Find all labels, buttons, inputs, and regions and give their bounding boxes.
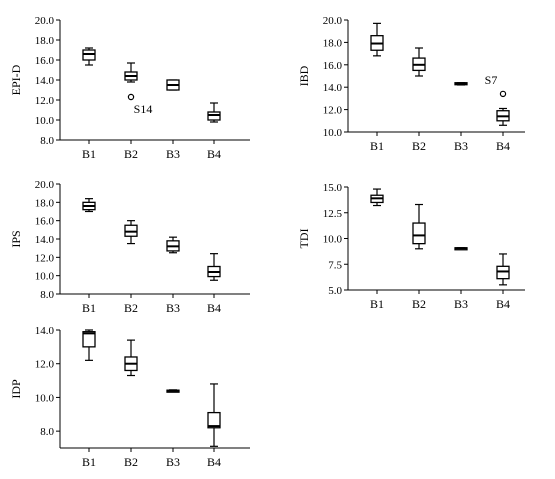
box-B2 [412, 203, 426, 250]
iqr-box [496, 265, 510, 280]
x-tick-label: B3 [166, 301, 180, 315]
y-tick-label: 7.5 [328, 259, 342, 271]
x-tick-label: B4 [496, 297, 510, 311]
x-tick-label: B2 [412, 139, 426, 153]
y-tick-label: 20.0 [35, 179, 55, 191]
y-tick-label: 20.0 [323, 15, 343, 27]
box-B1 [82, 47, 96, 66]
chart-panel-1: 10.0 12.0 14.0 16.0 18.0 20.0 IBD B1 B2 B3 B4 S7 [297, 15, 525, 153]
y-tick-label: 8.0 [40, 426, 54, 438]
x-tick-label: B1 [370, 297, 384, 311]
box-B3 [166, 236, 180, 254]
chart-panel-3: 5.0 7.5 10.0 12.5 15.0 TDI B1 B2 B3 B4 [297, 182, 525, 311]
x-tick-label: B1 [82, 455, 96, 469]
y-tick-label: 18.0 [35, 197, 55, 209]
y-tick-label: 18.0 [35, 35, 55, 47]
y-tick-label: 16.0 [35, 216, 55, 228]
box-B4 [496, 107, 510, 126]
y-tick-label: 10.0 [35, 271, 55, 283]
box-B2 [124, 339, 138, 377]
y-tick-label: 14.0 [35, 325, 55, 337]
x-tick-label: B1 [82, 147, 96, 161]
box-B1 [370, 22, 384, 57]
x-tick-label: B2 [124, 301, 138, 315]
x-tick-label: B3 [166, 147, 180, 161]
box-B2 [412, 47, 426, 77]
box-B2 [124, 220, 138, 245]
y-tick-label: 12.0 [35, 95, 55, 107]
y-tick-label: 12.0 [35, 252, 55, 264]
box-B3 [454, 247, 468, 251]
y-axis-title: EPI-D [9, 64, 23, 95]
chart-panel-2: 8.0 10.0 12.0 14.0 16.0 18.0 20.0 IPS B1 B2 B3 B4 [9, 179, 250, 315]
chart-panel-0: 8.0 10.0 12.0 14.0 16.0 18.0 20.0 EPI-D B1 B2 B3 B4… [9, 15, 250, 161]
y-tick-label: 10.0 [35, 115, 55, 127]
y-axis-title: IBD [297, 65, 311, 86]
y-tick-label: 15.0 [323, 182, 343, 194]
iqr-box [207, 411, 221, 429]
chart-panel-4: 8.0 10.0 12.0 14.0 IDP B1 B2 B3 B4 [9, 325, 250, 469]
box-B3 [454, 82, 468, 86]
y-tick-label: 10.0 [323, 234, 343, 246]
y-tick-label: 14.0 [35, 75, 55, 87]
outlier-label: S7 [485, 73, 498, 87]
y-axis-title: TDI [297, 229, 311, 249]
y-tick-label: 10.0 [323, 127, 343, 139]
y-tick-label: 14.0 [35, 234, 55, 246]
y-tick-label: 8.0 [40, 135, 54, 147]
x-tick-label: B2 [124, 147, 138, 161]
x-tick-label: B1 [82, 301, 96, 315]
y-tick-label: 20.0 [35, 15, 55, 27]
outlier-point [499, 90, 507, 98]
y-tick-label: 16.0 [35, 55, 55, 67]
iqr-box [412, 222, 426, 245]
iqr-box [82, 331, 96, 348]
x-tick-label: B2 [124, 455, 138, 469]
y-tick-label: 16.0 [323, 60, 343, 72]
y-tick-label: 5.0 [328, 285, 342, 297]
y-tick-label: 8.0 [40, 289, 54, 301]
box-B1 [370, 188, 384, 207]
x-tick-label: B4 [207, 455, 221, 469]
y-axis-title: IDP [9, 379, 23, 399]
y-tick-label: 12.0 [35, 359, 55, 371]
x-tick-label: B3 [454, 139, 468, 153]
box-B3 [166, 79, 180, 91]
y-tick-label: 10.0 [35, 392, 55, 404]
y-tick-label: 12.0 [323, 105, 343, 117]
x-tick-label: B4 [496, 139, 510, 153]
outlier-label: S14 [134, 102, 153, 116]
x-tick-label: B1 [370, 139, 384, 153]
x-tick-label: B2 [412, 297, 426, 311]
y-tick-label: 18.0 [323, 37, 343, 49]
box-B4 [207, 102, 221, 123]
x-tick-label: B4 [207, 147, 221, 161]
outlier-point [127, 93, 135, 101]
y-tick-label: 14.0 [323, 82, 343, 94]
y-axis-title: IPS [9, 230, 23, 247]
x-tick-label: B4 [207, 301, 221, 315]
box-B4 [207, 383, 221, 447]
box-B4 [207, 253, 221, 281]
box-B1 [82, 198, 96, 213]
box-B1 [82, 329, 96, 361]
box-B4 [496, 253, 510, 286]
y-tick-label: 12.5 [323, 208, 343, 220]
box-B3 [166, 389, 180, 393]
x-tick-label: B3 [454, 297, 468, 311]
box-B2 [124, 62, 138, 83]
x-tick-label: B3 [166, 455, 180, 469]
